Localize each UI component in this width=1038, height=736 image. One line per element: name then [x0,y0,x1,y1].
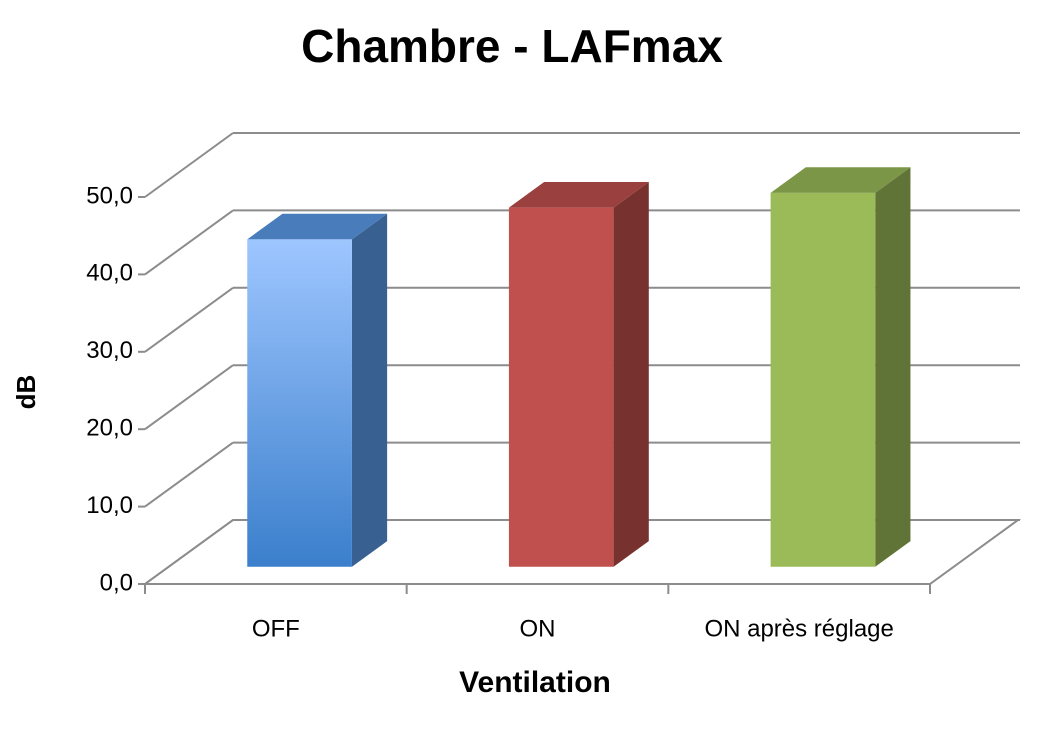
bar-side [613,181,649,567]
y-axis-title: dB [11,375,41,410]
grid-line [144,209,234,276]
y-tick-label: 20,0 [86,415,133,442]
bar-side [351,213,388,567]
y-tick-label: 50,0 [86,182,133,209]
bar-top [247,213,388,240]
y-tick-label: 30,0 [86,337,133,364]
x-tick-label: OFF [252,615,300,642]
grid-line [144,441,234,508]
x-tick-label: ON [520,615,556,642]
bar [770,192,876,567]
grid-line [144,519,234,585]
y-tick-label: 0,0 [100,569,133,596]
bar-side [875,167,911,567]
grid-line [144,286,234,353]
chart-title: Chambre - LAFmax [301,20,723,72]
grid-line [144,132,234,198]
bar [508,207,614,567]
bar-top [508,181,649,208]
y-tick-label: 10,0 [86,492,133,519]
x-tick-label: ON après réglage [704,615,893,642]
bar [247,239,352,567]
y-tick-label: 40,0 [86,260,133,287]
bar-top [770,167,911,193]
x-axis-title: Ventilation [459,666,611,699]
grid-line [144,364,234,431]
